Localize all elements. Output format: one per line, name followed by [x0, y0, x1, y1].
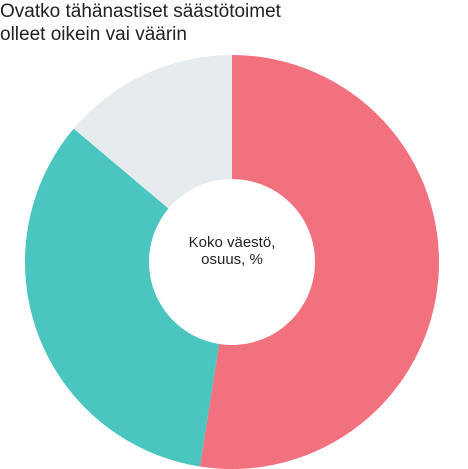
chart-title: Ovatko tähänastiset säästötoimet olleet … [0, 1, 281, 45]
donut-slice [25, 128, 220, 467]
donut-slice [73, 55, 232, 209]
center-label: Koko väestö, osuus, % [188, 234, 276, 268]
donut-slice [199, 55, 439, 469]
